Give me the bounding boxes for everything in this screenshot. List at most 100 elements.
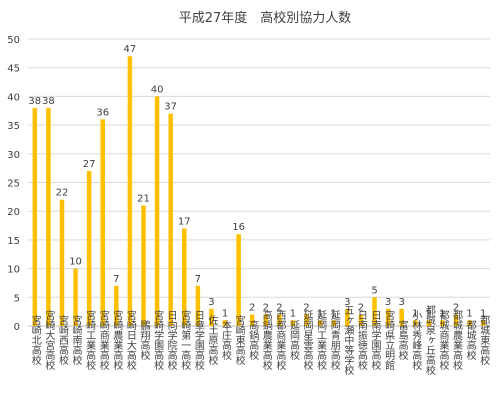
data-label: 2 [249, 303, 255, 314]
data-label: 3 [344, 297, 350, 308]
data-label: 2 [453, 303, 459, 314]
data-label: 1 [317, 308, 323, 319]
y-tick-label: 15 [7, 236, 20, 247]
data-label: 47 [124, 44, 137, 55]
x-tick-label: 宮崎日大高校 [124, 309, 136, 371]
bar [263, 314, 269, 326]
x-tick-label: 宮崎学園高校 [152, 309, 164, 371]
x-tick-label: 延岡青朋高校 [328, 310, 340, 371]
bar [249, 314, 255, 326]
bar [277, 314, 282, 326]
data-label: 5 [371, 285, 377, 296]
data-label: 22 [56, 188, 69, 199]
x-tick-label: 都城泉ヶ丘高校 [423, 305, 435, 376]
x-tick-label: 宮崎西高校 [56, 314, 68, 366]
bar [317, 320, 323, 326]
data-label: 1 [426, 308, 432, 319]
data-label: 1 [222, 308, 228, 319]
bar [100, 119, 105, 326]
bar [358, 314, 364, 326]
data-label: 1 [331, 308, 337, 319]
bar [59, 199, 65, 326]
bar [73, 268, 78, 326]
x-tick-label: 宮崎県立明館 [383, 309, 395, 371]
bar [467, 320, 472, 326]
data-label: 36 [96, 107, 109, 118]
bar [32, 107, 38, 326]
bar [222, 320, 228, 326]
x-tick-label: 宮崎南高校 [70, 314, 82, 366]
x-tick-label: 日向学院高校 [165, 310, 177, 371]
bar [440, 320, 445, 326]
x-tick-label: 宮崎農業高校 [111, 309, 123, 371]
y-tick-label: 0 [14, 322, 20, 333]
bar [141, 205, 146, 326]
bar [290, 320, 296, 326]
data-label: 7 [195, 274, 201, 285]
data-label: 1 [439, 308, 445, 319]
x-tick-label: 都城東高校 [478, 315, 490, 366]
bar [413, 320, 418, 326]
x-tick-label: 宮崎工業高校 [84, 309, 96, 371]
bar [345, 308, 350, 326]
bar [86, 171, 92, 326]
data-label: 2 [303, 303, 309, 314]
bar [46, 107, 51, 326]
x-tick-label: 宮崎大宮高校 [43, 309, 55, 371]
x-tick-label: 西都商業高校 [274, 310, 286, 371]
x-tick-label: 都城高校 [464, 320, 476, 361]
y-tick-label: 35 [7, 121, 20, 132]
x-tick-label: 都城商業高校 [437, 310, 449, 371]
bar [127, 56, 133, 326]
data-label: 10 [69, 257, 82, 268]
bar [331, 320, 336, 326]
bar [385, 308, 391, 326]
data-label: 1 [290, 308, 296, 319]
x-tick-label: 延岡高校 [287, 320, 299, 361]
bar [426, 320, 432, 326]
x-tick-label: 都城農業高校 [451, 310, 463, 371]
bar [236, 234, 241, 326]
x-tick-label: 宮崎第一高校 [179, 309, 191, 371]
x-tick-label: 延岡星雲高校 [301, 310, 313, 371]
data-label: 38 [28, 96, 41, 107]
x-tick-label: 小林秀峰高校 [410, 310, 422, 371]
bar [480, 320, 486, 326]
x-tick-label: 佐土原高校 [206, 315, 218, 366]
y-tick-label: 30 [7, 150, 20, 161]
data-label: 3 [208, 297, 214, 308]
data-label: 1 [466, 308, 472, 319]
data-label: 7 [113, 274, 119, 285]
x-tick-label: 鵬翔高校 [138, 319, 150, 361]
x-tick-label: 延岡工業高校 [315, 310, 327, 371]
bar [209, 308, 214, 326]
x-tick-label: 富島高校 [396, 319, 408, 361]
y-tick-label: 50 [7, 35, 20, 46]
data-label: 3 [385, 297, 391, 308]
data-label: 40 [151, 84, 164, 95]
data-label: 3 [398, 297, 404, 308]
data-label: 2 [358, 303, 364, 314]
x-tick-label: 宮崎東高校 [233, 314, 245, 366]
data-label: 17 [178, 216, 191, 227]
data-label: 37 [164, 102, 177, 113]
x-tick-label: 宮崎北高校 [29, 314, 41, 366]
x-tick-label: 本庄高校 [220, 319, 232, 361]
bar [195, 285, 201, 326]
y-tick-label: 40 [7, 92, 20, 103]
y-tick-label: 25 [7, 179, 20, 190]
bar [182, 228, 187, 326]
data-label: 1 [412, 308, 418, 319]
x-tick-label: 日南学園高校 [369, 310, 381, 371]
x-tick-label: 日南振徳高校 [355, 310, 367, 371]
x-tick-label: 高鍋高校 [247, 319, 259, 361]
y-tick-label: 10 [7, 265, 20, 276]
data-label: 16 [232, 222, 245, 233]
data-label: 21 [137, 193, 150, 204]
bar [453, 314, 459, 326]
data-label: 1 [480, 308, 486, 319]
x-tick-label: 五ヶ瀬中等学校 [342, 305, 354, 376]
data-label: 2 [276, 303, 282, 314]
